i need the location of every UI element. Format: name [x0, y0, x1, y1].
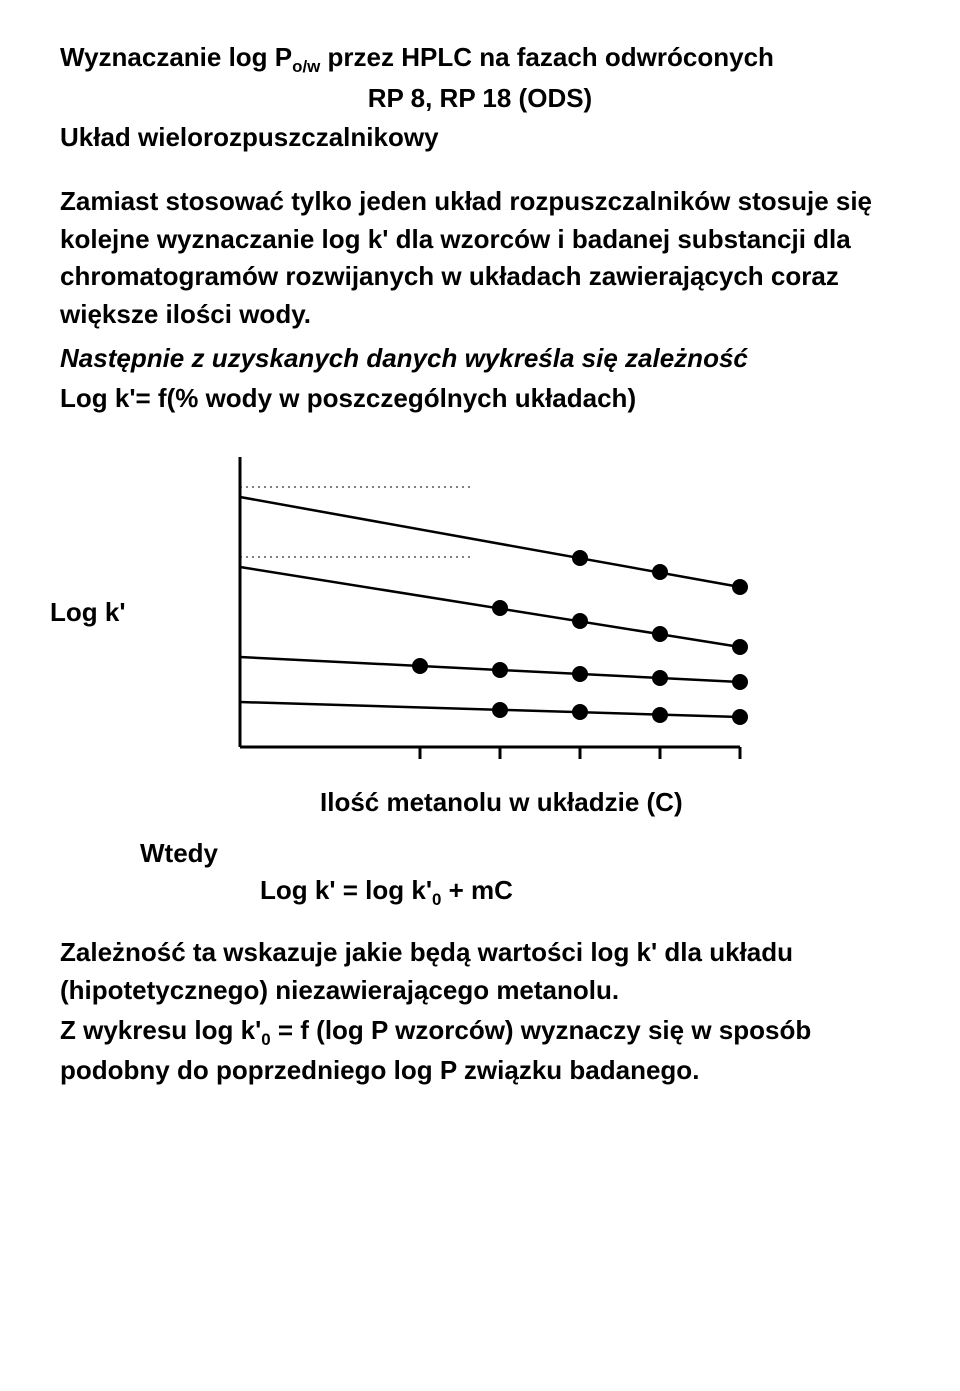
wtedy-label: Wtedy — [140, 838, 900, 869]
equation-subscript: 0 — [432, 890, 441, 909]
equation: Log k' = log k'0 + mC — [260, 875, 900, 910]
equation-block: Wtedy Log k' = log k'0 + mC — [140, 838, 900, 910]
para4-subscript: 0 — [261, 1030, 270, 1049]
chart-svg — [200, 447, 760, 777]
x-axis-label: Ilość metanolu w układzie (C) — [320, 787, 900, 818]
title-text-b: przez HPLC na fazach odwróconych — [320, 42, 774, 72]
paragraph-1: Zamiast stosować tylko jeden układ rozpu… — [60, 183, 900, 334]
paragraph-2-plain: Log k'= f(% wody w poszczególnych układa… — [60, 380, 900, 418]
para4-a: Z wykresu log k' — [60, 1015, 261, 1045]
paragraph-3: Zależność ta wskazuje jakie będą wartośc… — [60, 934, 900, 1009]
title-text-a: Wyznaczanie log P — [60, 42, 292, 72]
equation-part-a: Log k' = log k' — [260, 875, 432, 905]
page-title: Wyznaczanie log Po/w przez HPLC na fazac… — [60, 40, 900, 79]
equation-part-b: + mC — [441, 875, 513, 905]
title-subscript: o/w — [292, 57, 320, 76]
paragraph-2-italic: Następnie z uzyskanych danych wykreśla s… — [60, 340, 900, 378]
y-axis-label: Log k' — [50, 597, 126, 628]
paragraph-4: Z wykresu log k'0 = f (log P wzorców) wy… — [60, 1012, 900, 1090]
heading-line: Układ wielorozpuszczalnikowy — [60, 120, 900, 155]
chart-container: Log k' Ilość metanolu w układzie (C) — [60, 447, 900, 818]
subtitle: RP 8, RP 18 (ODS) — [60, 83, 900, 114]
